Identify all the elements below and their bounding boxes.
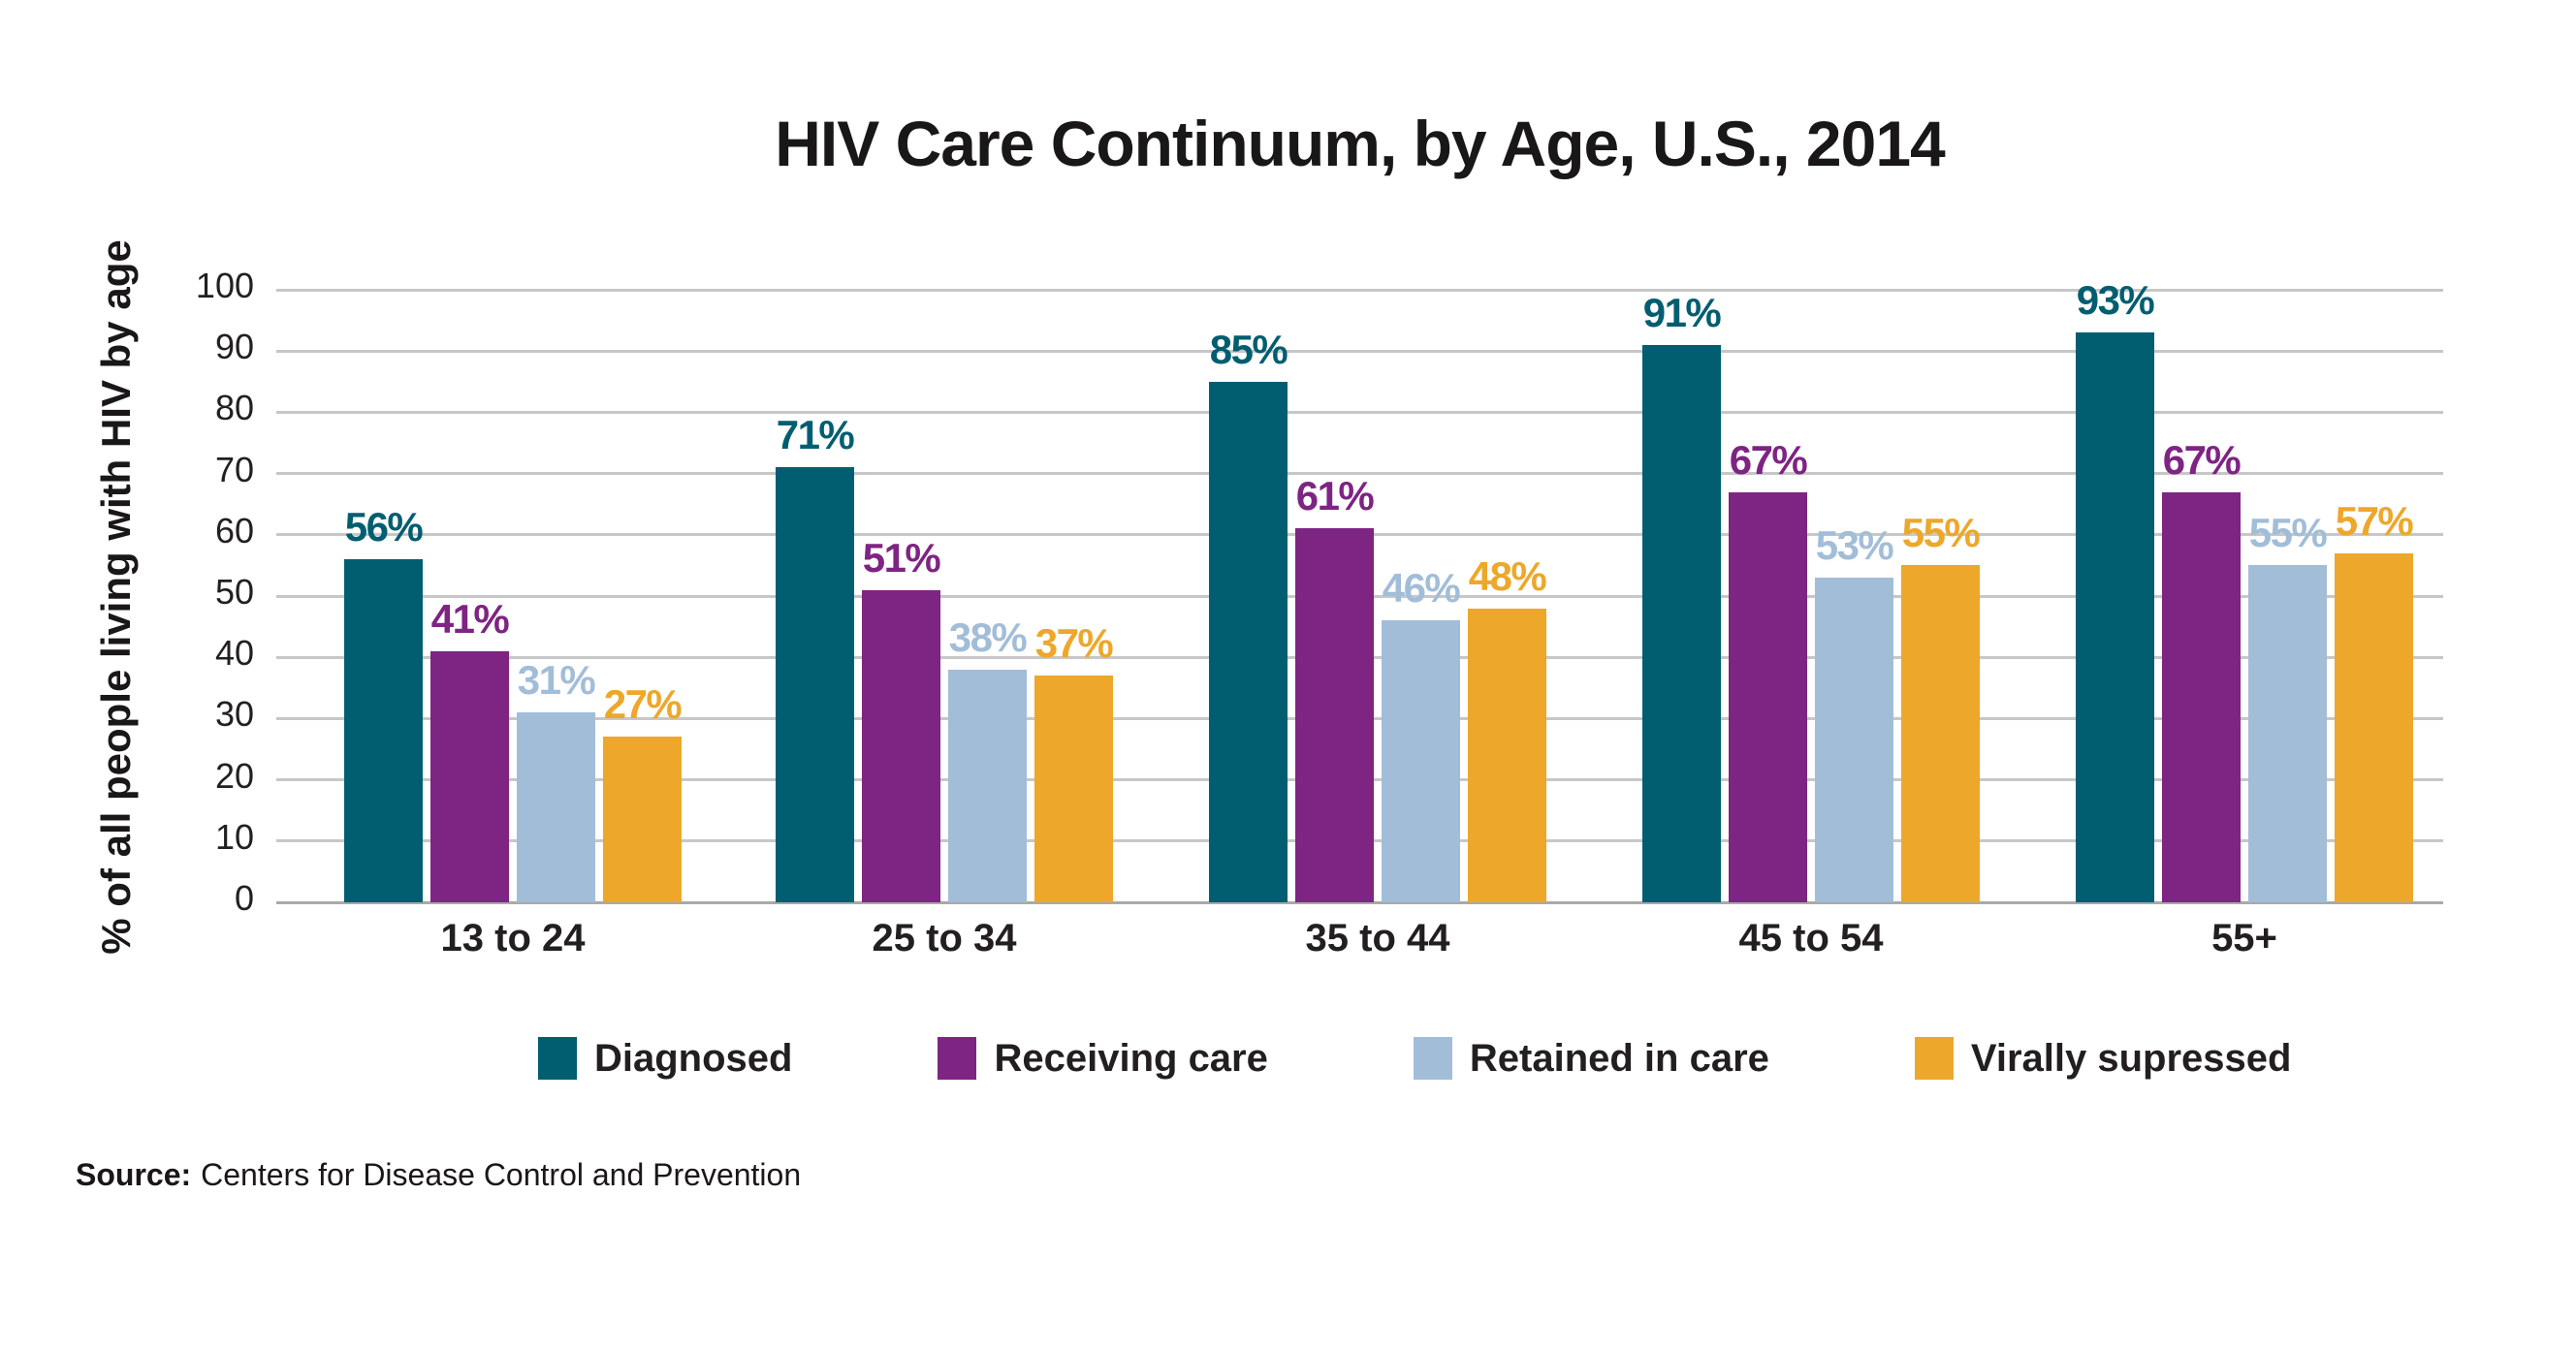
legend-item: Receiving care bbox=[938, 1037, 1268, 1080]
bar-value-label: 85% bbox=[1209, 326, 1288, 372]
bar-value-label: 67% bbox=[2162, 436, 2242, 483]
y-tick-label: 20 bbox=[214, 755, 254, 796]
bar-value-label: 55% bbox=[2248, 510, 2328, 556]
y-tick-label: 30 bbox=[214, 694, 254, 735]
bar bbox=[948, 669, 1027, 902]
legend-item: Diagnosed bbox=[538, 1037, 792, 1080]
legend-label: Diagnosed bbox=[594, 1037, 793, 1080]
legend-swatch bbox=[538, 1037, 577, 1080]
bar bbox=[1468, 608, 1546, 902]
bar-value-label: 93% bbox=[2076, 277, 2155, 324]
bar bbox=[1815, 578, 1893, 902]
bar bbox=[1209, 381, 1288, 902]
x-category-label: 45 to 54 bbox=[1738, 917, 1884, 959]
bar bbox=[1382, 620, 1460, 902]
legend-swatch bbox=[1413, 1037, 1452, 1080]
gridline bbox=[276, 349, 2443, 353]
bar-value-label: 61% bbox=[1295, 473, 1375, 519]
y-tick-label: 60 bbox=[214, 510, 254, 550]
bar bbox=[1729, 491, 1807, 902]
y-tick-label: 10 bbox=[214, 816, 254, 857]
bar bbox=[2162, 491, 2241, 902]
bar bbox=[344, 559, 423, 902]
gridline bbox=[276, 900, 2443, 904]
bar bbox=[2076, 332, 2154, 902]
bar bbox=[603, 737, 682, 902]
bar-value-label: 67% bbox=[1729, 436, 1808, 483]
bar-value-label: 53% bbox=[1815, 522, 1894, 569]
y-tick-label: 40 bbox=[214, 633, 254, 674]
bar bbox=[2335, 552, 2413, 902]
legend-item: Retained in care bbox=[1413, 1037, 1769, 1080]
bar-value-label: 37% bbox=[1034, 620, 1114, 667]
bar-value-label: 48% bbox=[1468, 552, 1547, 599]
legend-label: Receiving care bbox=[994, 1037, 1268, 1080]
gridline bbox=[276, 472, 2443, 476]
gridline bbox=[276, 410, 2443, 414]
bar bbox=[1642, 344, 1721, 902]
legend: Diagnosed Receiving care Retained in care V… bbox=[538, 1037, 2291, 1080]
x-category-label: 55+ bbox=[2211, 917, 2277, 959]
bar-value-label: 31% bbox=[517, 657, 596, 704]
legend-swatch bbox=[1914, 1037, 1954, 1080]
source-text: Centers for Disease Control and Preventi… bbox=[201, 1157, 802, 1192]
y-tick-label: 70 bbox=[214, 449, 254, 489]
bar bbox=[776, 467, 854, 902]
source-line: Source: Centers for Disease Control and P… bbox=[76, 1157, 801, 1193]
bar-value-label: 51% bbox=[862, 534, 941, 581]
bar-value-label: 71% bbox=[776, 412, 855, 458]
bar bbox=[1295, 528, 1374, 902]
bar-value-label: 41% bbox=[430, 595, 510, 642]
bar-value-label: 38% bbox=[948, 613, 1028, 660]
source-label: Source: bbox=[76, 1157, 192, 1192]
y-tick-label: 100 bbox=[195, 266, 254, 305]
x-category-label: 13 to 24 bbox=[440, 917, 586, 959]
gridline bbox=[276, 288, 2443, 292]
bar-value-label: 91% bbox=[1642, 289, 1722, 335]
bar-value-label: 27% bbox=[603, 681, 683, 728]
y-tick-label: 80 bbox=[214, 388, 254, 428]
bar bbox=[1034, 676, 1113, 902]
legend-label: Retained in care bbox=[1469, 1037, 1769, 1080]
bar-value-label: 55% bbox=[1901, 510, 1981, 556]
bar bbox=[862, 589, 940, 902]
bar bbox=[430, 650, 509, 902]
bar-value-label: 56% bbox=[344, 504, 424, 550]
y-tick-label: 90 bbox=[214, 327, 254, 367]
legend-item: Virally supressed bbox=[1914, 1037, 2292, 1080]
x-category-label: 25 to 34 bbox=[872, 917, 1017, 959]
legend-label: Virally supressed bbox=[1970, 1037, 2292, 1080]
legend-swatch bbox=[938, 1037, 977, 1080]
bar-value-label: 46% bbox=[1382, 565, 1461, 612]
bar-value-label: 57% bbox=[2335, 497, 2414, 544]
bar bbox=[1901, 565, 1980, 902]
x-category-label: 35 to 44 bbox=[1305, 917, 1450, 959]
bar bbox=[517, 712, 595, 902]
bar bbox=[2248, 565, 2327, 902]
y-tick-label: 0 bbox=[234, 878, 254, 918]
y-tick-label: 50 bbox=[214, 572, 254, 612]
chart-title: HIV Care Continuum, by Age, U.S., 2014 bbox=[775, 108, 1946, 179]
